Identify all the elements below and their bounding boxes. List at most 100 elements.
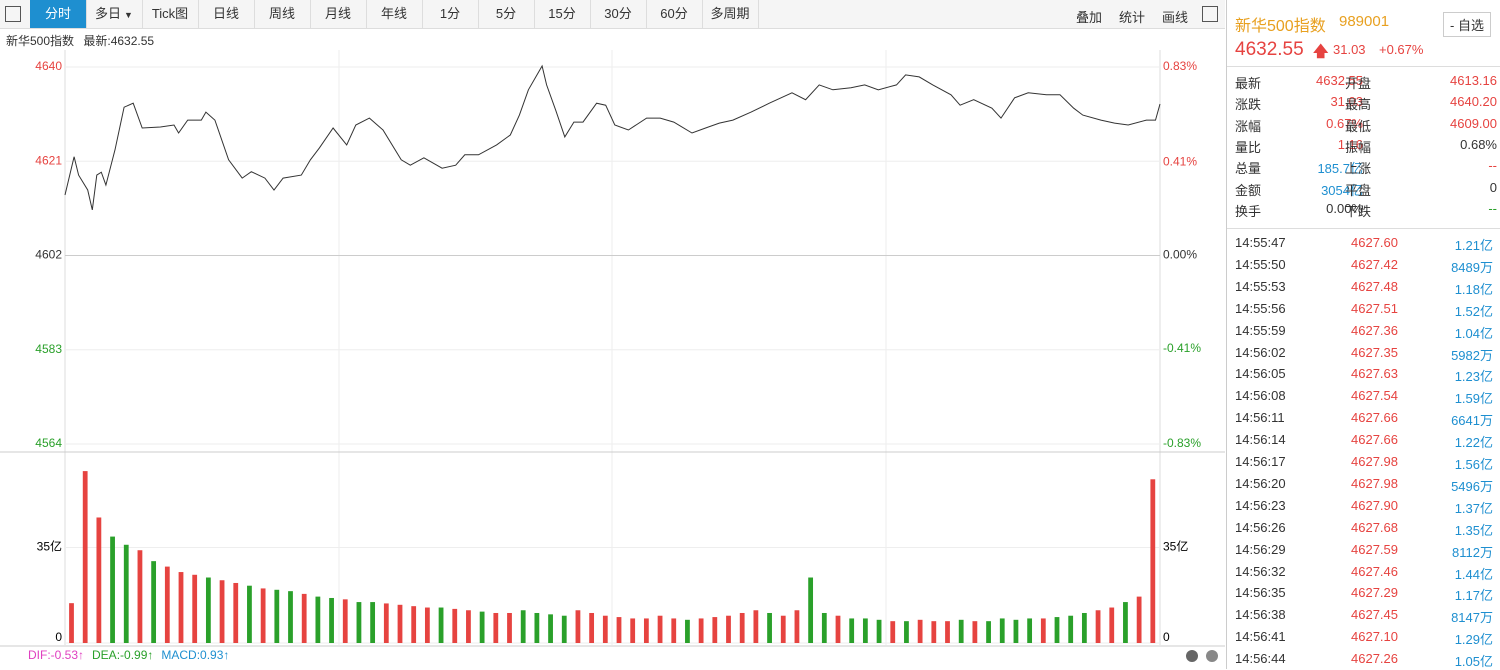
index-name: 新华500指数: [6, 34, 75, 48]
trade-time: 14:56:32: [1235, 563, 1286, 579]
quote-value: 4640.20: [1450, 94, 1497, 110]
tab[interactable]: 日线: [198, 0, 255, 28]
trade-time: 14:56:38: [1235, 607, 1286, 623]
tab[interactable]: 5分: [478, 0, 535, 28]
quote-label: 平盘: [1345, 182, 1372, 198]
volume-bar: [192, 574, 198, 643]
volume-bar: [274, 589, 280, 643]
volume-bar: [712, 617, 718, 643]
trade-price: 4627.68: [1351, 519, 1398, 535]
volume-bar: [342, 599, 348, 643]
quote-value: --: [1488, 200, 1497, 216]
volume-bar: [589, 612, 595, 643]
volume-bar: [233, 582, 239, 643]
volume-bar: [301, 593, 307, 643]
tab[interactable]: 分时: [30, 0, 87, 28]
quote-label: 量比: [1235, 139, 1262, 155]
quote-label: 上涨: [1345, 161, 1372, 177]
volume-bar: [260, 588, 266, 643]
trade-volume: 1.05亿: [1454, 654, 1493, 670]
tab[interactable]: 多日 ▼: [86, 0, 143, 28]
volume-bar: [835, 615, 841, 643]
settings-icon[interactable]: [1206, 650, 1218, 662]
quote-label: 金额: [1235, 182, 1262, 198]
volume-bar: [739, 612, 745, 643]
volume-bar: [753, 610, 759, 643]
tab[interactable]: 周线: [254, 0, 311, 28]
volume-bar: [178, 572, 184, 643]
tab[interactable]: 年线: [366, 0, 423, 28]
trade-time: 14:56:29: [1235, 541, 1286, 557]
volume-bar: [69, 603, 74, 643]
volume-bar: [110, 536, 115, 643]
trade-price: 4627.35: [1351, 344, 1398, 360]
close-icon[interactable]: [1186, 650, 1198, 662]
trade-price: 4627.90: [1351, 497, 1398, 513]
y2-tick-label: 35亿: [1163, 539, 1188, 554]
quote-label: 换手: [1235, 203, 1262, 219]
volume-bar: [1068, 615, 1074, 643]
tab[interactable]: Tick图: [142, 0, 199, 28]
trade-price: 4627.98: [1351, 454, 1398, 469]
trade-volume: 5982万: [1451, 347, 1493, 363]
tab[interactable]: 15分: [534, 0, 591, 28]
change: 31.03: [1333, 42, 1366, 57]
trade-price: 4627.45: [1351, 607, 1398, 623]
volume-bar: [219, 580, 225, 643]
index-code: 989001: [1339, 13, 1390, 30]
quote-value: 1.16: [1337, 136, 1363, 152]
tool[interactable]: 叠加: [1076, 10, 1103, 25]
quote-label: 下跌: [1345, 203, 1372, 219]
trade-time: 14:55:50: [1235, 256, 1286, 272]
tab[interactable]: 1分: [422, 0, 479, 28]
trade-time: 14:56:35: [1235, 585, 1286, 601]
price: 4632.55: [1235, 39, 1304, 60]
trade-volume: 8489万: [1451, 259, 1493, 275]
trade-volume: 1.18亿: [1454, 281, 1493, 297]
side-panel: 新华500指数 989001 - 自选 4632.55 🡅 31.03 +0.6…: [1226, 0, 1500, 669]
trade-volume: 1.59亿: [1454, 391, 1493, 407]
y2-tick-label: -0.83%: [1163, 436, 1201, 450]
volume-bar: [1109, 607, 1115, 643]
toolbar: 分时 多日 ▼ Tick图 日线 周线 月线 年线 1分 5分 15分 30分 60分 多周期 叠加 统计 画线: [0, 0, 1225, 29]
tool[interactable]: 画线: [1162, 10, 1189, 25]
trade-volume: 8112万: [1452, 544, 1493, 560]
volume-bar: [671, 618, 677, 643]
volume-bar: [726, 615, 731, 643]
panel-toggle[interactable]: [1202, 6, 1218, 22]
volume-bar: [958, 619, 964, 643]
volume-bar: [205, 577, 211, 643]
trade-volume: 1.04亿: [1454, 325, 1493, 341]
y-tick-label: 0: [55, 630, 62, 644]
quote-value: 0.68%: [1460, 136, 1497, 152]
volume-bar: [151, 561, 157, 643]
y-tick-label: 4602: [35, 248, 62, 262]
volume-bar: [821, 612, 827, 643]
volume-bar: [1040, 618, 1046, 643]
tab[interactable]: 月线: [310, 0, 367, 28]
trade-price: 4627.98: [1351, 475, 1398, 491]
y-tick-label: 35亿: [37, 539, 62, 554]
quote-value: 4613.16: [1450, 73, 1497, 88]
volume-bar: [602, 615, 608, 643]
volume-bar: [288, 591, 293, 643]
sidebar-toggle[interactable]: [5, 6, 21, 22]
trade-volume: 6641万: [1451, 413, 1493, 429]
divider: [1227, 66, 1500, 67]
volume-bar: [507, 612, 512, 643]
y-tick-label: 4640: [35, 59, 62, 73]
watch-button[interactable]: - 自选: [1443, 12, 1491, 37]
volume-bar: [356, 602, 362, 643]
tool[interactable]: 统计: [1119, 10, 1146, 25]
y-tick-label: 4564: [35, 436, 62, 450]
quote-value: 3054亿: [1321, 182, 1363, 198]
macd-value: DIF:-0.53↑: [28, 648, 85, 662]
trade-volume: 1.22亿: [1454, 435, 1493, 451]
volume-bar: [520, 610, 526, 643]
volume-bar: [411, 606, 417, 643]
volume-bar: [1081, 612, 1087, 643]
tab[interactable]: 30分: [590, 0, 647, 28]
tab[interactable]: 多周期: [702, 0, 759, 28]
tab[interactable]: 60分: [646, 0, 703, 28]
